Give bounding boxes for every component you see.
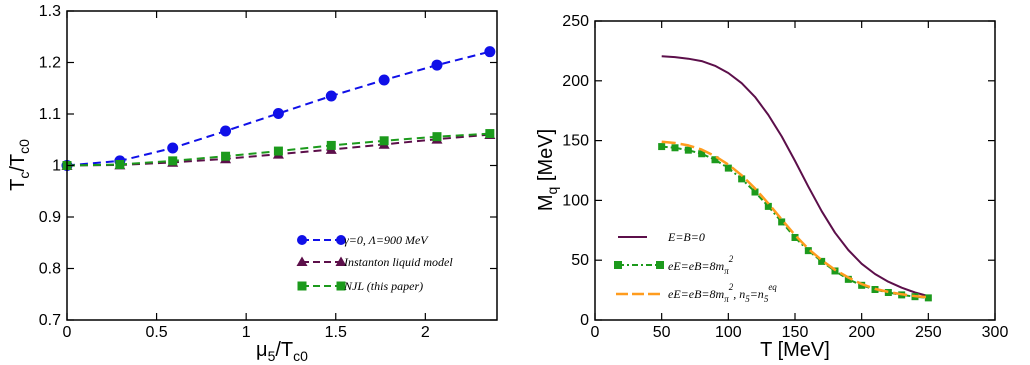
x-tick-label: 100 [715, 324, 742, 341]
legend-entry-chiral: eE=eB=8mπ2, n5=n5eq [616, 282, 777, 304]
left-plot-frame [66, 10, 498, 321]
data-point-square [764, 202, 772, 210]
data-point-square [884, 288, 892, 296]
x-tick-label: 2 [421, 324, 430, 341]
left-legend: γ=0, Λ=900 MeV Instanton liquid model NJ… [296, 233, 453, 293]
legend-marker-square [336, 281, 346, 291]
data-point-square [698, 150, 706, 158]
data-point-square [671, 144, 679, 152]
legend-label-chiral: eE=eB=8mπ2, n5=n5eq [668, 282, 777, 304]
data-point-square [273, 146, 283, 156]
legend-entry-gamma: γ=0, Λ=900 MeV [297, 233, 429, 247]
y-tick-label: 0.7 [39, 312, 61, 329]
y-tick-label: 1 [52, 158, 61, 175]
data-point-circle [272, 107, 284, 119]
y-tick-label: 1.1 [39, 106, 61, 123]
data-point-circle [325, 90, 337, 102]
series-line [661, 140, 929, 299]
data-point-square [804, 247, 812, 255]
legend-label-field: eE=eB=8mπ2 [668, 254, 734, 276]
legend-marker-circle [297, 235, 307, 245]
legend-label-gamma: γ=0, Λ=900 MeV [344, 233, 429, 247]
x-tick-label: 200 [848, 324, 875, 341]
x-tick-label: 1.5 [325, 324, 347, 341]
left-ticks: 0 0.5 1 1.5 2 0.7 0.8 0.9 1 1.1 1.2 1.3 [39, 3, 497, 341]
series-line [66, 50, 491, 167]
data-point-square [379, 136, 389, 146]
left-x-axis-title: μ5/Tc0 [256, 339, 308, 364]
data-point-square [485, 129, 495, 139]
series-line [661, 55, 929, 298]
y-tick-label: 0.8 [39, 261, 61, 278]
legend-marker-square [656, 261, 664, 269]
data-point-circle [167, 142, 179, 154]
data-point-square [684, 146, 692, 154]
y-tick-label: 200 [562, 73, 589, 90]
legend-marker-square [614, 261, 622, 269]
y-tick-label: 0 [580, 312, 589, 329]
data-point-square [221, 151, 231, 161]
data-point-square [778, 218, 786, 226]
legend-entry-zero-field: E=B=0 [618, 230, 705, 244]
x-tick-label: 50 [653, 324, 671, 341]
data-point-square [724, 164, 732, 172]
legend-label-zero-field: E=B=0 [667, 230, 705, 244]
data-point-circle [431, 59, 443, 71]
legend-entry-instanton: Instanton liquid model [296, 255, 453, 269]
x-tick-label: 150 [782, 324, 809, 341]
legend-marker-triangle [335, 256, 347, 266]
data-point-square [432, 132, 442, 142]
y-tick-label: 0.9 [39, 209, 61, 226]
x-tick-label: 0.5 [145, 324, 167, 341]
data-point-circle [484, 46, 496, 58]
y-tick-label: 50 [571, 252, 589, 269]
right-plot-frame [594, 20, 996, 321]
x-tick-label: 0 [63, 324, 72, 341]
x-tick-label: 250 [915, 324, 942, 341]
data-point-circle [378, 74, 390, 86]
data-point-square [844, 275, 852, 283]
data-point-square [818, 257, 826, 265]
legend-marker-circle [336, 235, 346, 245]
series-line [661, 145, 929, 299]
x-tick-label: 0 [591, 324, 600, 341]
legend-marker-triangle [296, 256, 308, 266]
data-point-square [711, 156, 719, 164]
data-point-circle [220, 125, 232, 137]
data-point-square [791, 233, 799, 241]
legend-label-njl: NJL (this paper) [343, 279, 423, 293]
right-x-axis-title: T [MeV] [760, 339, 830, 361]
y-tick-label: 1.3 [39, 3, 61, 20]
y-tick-label: 100 [562, 192, 589, 209]
right-chart: 0 50 100 150 200 250 300 0 50 100 150 200 250 Mq [Me… [535, 13, 1008, 361]
data-point-square [658, 143, 666, 151]
data-point-square [751, 188, 759, 196]
x-tick-label: 300 [982, 324, 1009, 341]
y-tick-label: 150 [562, 133, 589, 150]
left-series-layer [61, 46, 496, 171]
right-legend: E=B=0 eE=eB=8mπ2 eE=eB=8mπ2, n5=n5eq [614, 230, 777, 304]
data-point-square [738, 175, 746, 183]
right-series-layer [658, 55, 932, 302]
data-point-square [115, 159, 125, 169]
legend-marker-square [297, 281, 307, 291]
y-tick-label: 250 [562, 13, 589, 30]
legend-label-instanton: Instanton liquid model [343, 255, 453, 269]
left-chart: 0 0.5 1 1.5 2 0.7 0.8 0.9 1 1.1 1.2 1.3 Tc/Tc0 μ5/T… [7, 3, 498, 364]
right-y-axis-title: Mq [MeV] [535, 129, 560, 211]
left-y-axis-title: Tc/Tc0 [7, 139, 32, 191]
data-point-square [168, 156, 178, 166]
legend-entry-field: eE=eB=8mπ2 [614, 254, 734, 276]
data-point-square [326, 140, 336, 150]
y-tick-label: 1.2 [39, 55, 61, 72]
data-point-square [924, 294, 932, 302]
x-tick-label: 1 [242, 324, 251, 341]
legend-entry-njl: NJL (this paper) [297, 279, 423, 293]
right-ticks: 0 50 100 150 200 250 300 0 50 100 150 200 250 [562, 13, 1008, 341]
